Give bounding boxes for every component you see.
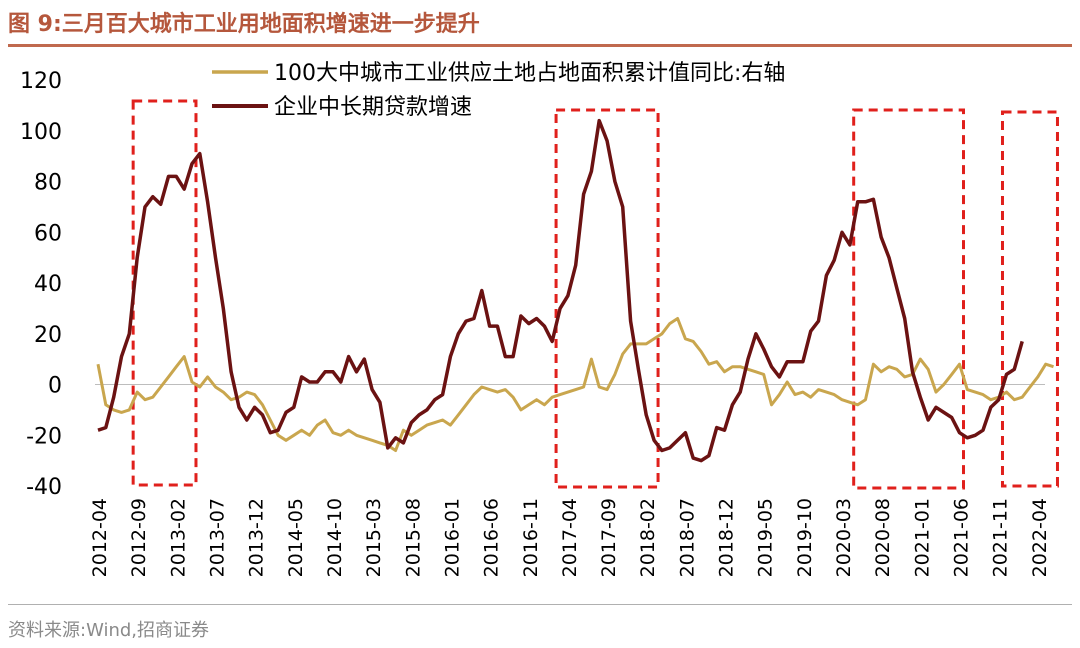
x-tick-label: 2016-01 <box>441 498 463 577</box>
x-tick-label: 2014-10 <box>324 498 346 577</box>
x-tick-label: 2013-12 <box>246 498 268 577</box>
x-tick-label: 2021-06 <box>951 498 973 577</box>
x-tick-label: 2019-05 <box>755 498 777 577</box>
y-tick-label: 120 <box>20 69 62 94</box>
x-tick-label: 2018-02 <box>637 498 659 577</box>
x-tick-label: 2013-02 <box>167 498 189 577</box>
x-tick-label: 2022-04 <box>1029 498 1051 577</box>
x-tick-label: 2021-01 <box>911 498 933 577</box>
x-tick-label: 2016-11 <box>520 498 542 577</box>
highlight-box <box>852 108 966 490</box>
x-tick-label: 2019-10 <box>794 498 816 577</box>
title-underline <box>8 44 1072 47</box>
y-tick-label: -20 <box>26 424 62 449</box>
series-layer <box>96 118 1054 463</box>
highlight-box <box>131 99 198 487</box>
y-tick-label: 20 <box>34 323 62 348</box>
source-note: 资料来源:Wind,招商证券 <box>8 620 210 641</box>
y-tick-label: 60 <box>34 221 62 246</box>
x-tick-label: 2013-07 <box>206 498 228 577</box>
x-tick-label: 2020-03 <box>833 498 855 577</box>
highlight-box-layer <box>131 99 1059 490</box>
source-divider <box>8 604 1072 605</box>
x-tick-label: 2014-05 <box>285 498 307 577</box>
x-tick-label: 2012-04 <box>89 498 111 577</box>
y-tick-label: -40 <box>26 475 62 500</box>
highlight-box <box>1000 110 1059 488</box>
x-tick-label: 2016-06 <box>481 498 503 577</box>
x-tick-label: 2017-09 <box>598 498 620 577</box>
x-tick-label: 2012-09 <box>128 498 150 577</box>
y-tick-label: 100 <box>20 120 62 145</box>
x-tick-label: 2020-08 <box>872 498 894 577</box>
x-tick-label: 2018-07 <box>676 498 698 577</box>
x-tick-label: 2017-04 <box>559 498 581 577</box>
y-tick-label: 80 <box>34 171 62 196</box>
figure-title: 图 9:三月百大城市工业用地面积增速进一步提升 <box>8 12 480 37</box>
y-tick-label: 40 <box>34 272 62 297</box>
x-tick-label: 2018-12 <box>716 498 738 577</box>
x-tick-label: 2015-08 <box>402 498 424 577</box>
y-tick-label: 0 <box>48 374 62 399</box>
x-tick-label: 2021-11 <box>990 498 1012 577</box>
series-line-long-term-loans <box>97 118 1024 463</box>
legend-label: 100大中城市工业供应土地占地面积累计值同比:右轴 <box>274 61 785 86</box>
x-tick-label: 2015-03 <box>363 498 385 577</box>
highlight-box <box>554 108 660 489</box>
series-line-industrial-land <box>96 317 1054 452</box>
axis-layer: 120 100 80 60 40 20 0 -20 -40 2012-04 2012-09 2013-… <box>20 69 1051 577</box>
legend-label: 企业中长期贷款增速 <box>274 95 472 120</box>
